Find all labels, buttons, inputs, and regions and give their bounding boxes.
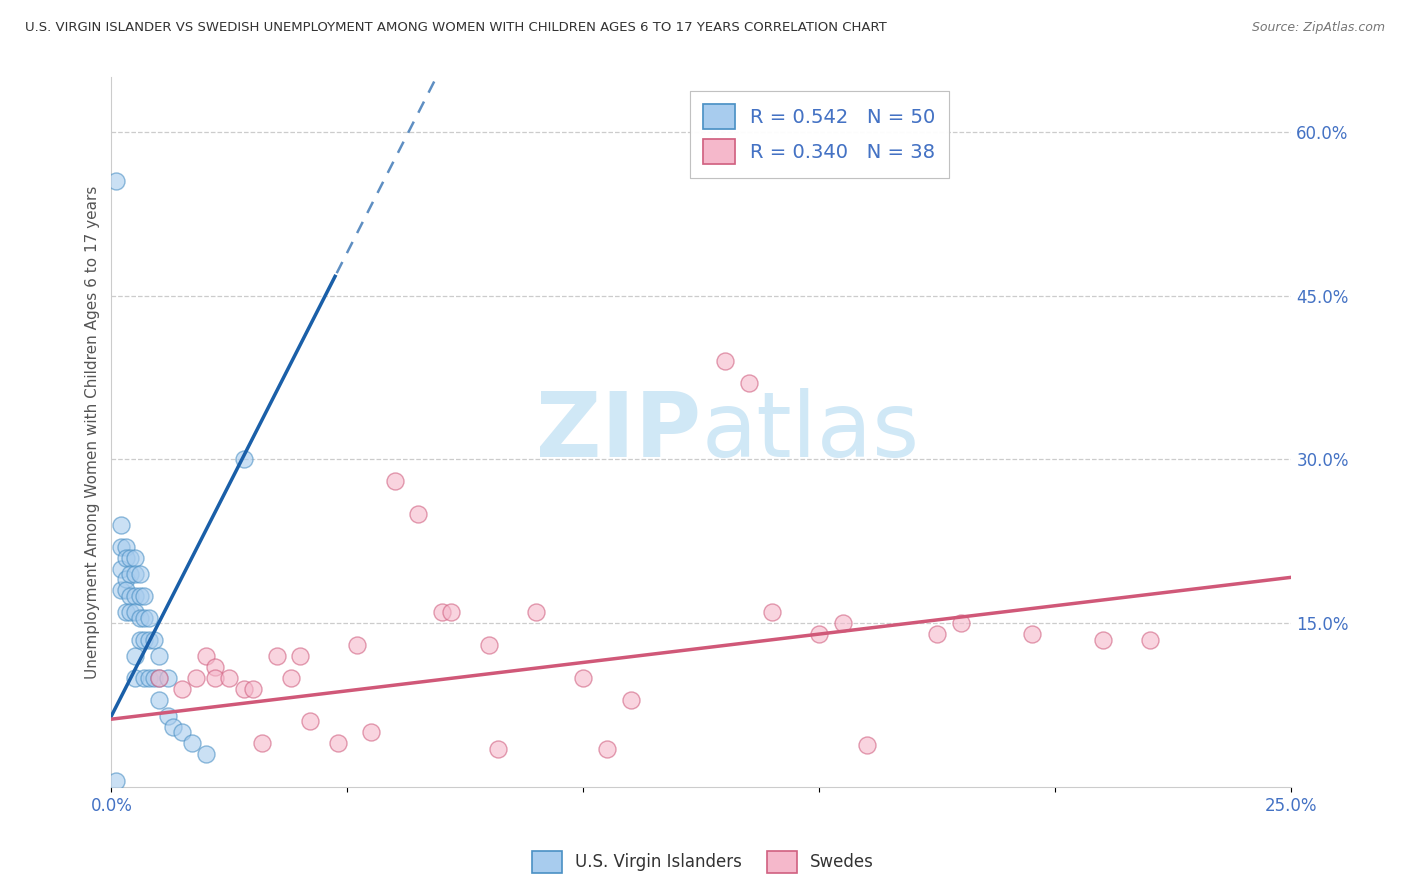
Point [326,736,349,750]
Point [105,823,128,838]
Point [180,736,202,750]
Point [110,517,132,532]
Point [596,741,619,756]
Text: atlas: atlas [702,388,920,476]
Point [114,573,136,587]
Point [124,550,146,565]
Point [148,692,170,706]
Point [761,605,783,619]
Point [110,583,132,598]
Point [252,736,274,750]
Point [204,671,226,685]
Point [440,605,463,619]
Point [855,739,877,753]
Point [1091,632,1114,647]
Point [927,627,949,641]
Point [148,671,170,685]
Point [808,627,831,641]
Point [134,632,156,647]
Y-axis label: Unemployment Among Women with Children Ages 6 to 17 years: Unemployment Among Women with Children A… [86,186,100,679]
Point [172,681,194,696]
Point [478,638,501,652]
Point [194,747,217,761]
Text: ZIP: ZIP [536,388,702,476]
Point [194,648,217,663]
Point [138,632,160,647]
Point [172,725,194,739]
Point [134,610,156,624]
Point [134,589,156,603]
Point [138,671,160,685]
Point [124,567,146,582]
Point [524,605,547,619]
Point [266,648,288,663]
Point [128,610,150,624]
Point [124,648,146,663]
Point [950,616,973,631]
Point [430,605,453,619]
Point [218,671,240,685]
Point [148,813,170,827]
Point [128,589,150,603]
Point [148,648,170,663]
Point [110,807,132,822]
Legend: U.S. Virgin Islanders, Swedes: U.S. Virgin Islanders, Swedes [524,845,882,880]
Point [280,671,302,685]
Point [120,605,142,619]
Point [572,671,595,685]
Point [714,354,737,368]
Point [406,507,429,521]
Point [162,720,184,734]
Point [832,616,855,631]
Point [114,605,136,619]
Point [114,550,136,565]
Point [120,567,142,582]
Point [124,671,146,685]
Point [120,589,142,603]
Point [114,540,136,554]
Point [124,589,146,603]
Point [204,660,226,674]
Point [110,540,132,554]
Point [105,174,128,188]
Point [142,671,165,685]
Point [105,774,128,789]
Point [186,671,208,685]
Point [110,561,132,575]
Point [157,671,180,685]
Point [290,648,312,663]
Point [204,829,226,843]
Point [360,725,382,739]
Point [232,681,254,696]
Text: Source: ZipAtlas.com: Source: ZipAtlas.com [1251,21,1385,34]
Point [128,632,150,647]
Point [138,610,160,624]
Point [346,638,368,652]
Point [120,550,142,565]
Point [242,681,264,696]
Point [1139,632,1161,647]
Legend: R = 0.542   N = 50, R = 0.340   N = 38: R = 0.542 N = 50, R = 0.340 N = 38 [690,91,949,178]
Point [124,605,146,619]
Text: U.S. VIRGIN ISLANDER VS SWEDISH UNEMPLOYMENT AMONG WOMEN WITH CHILDREN AGES 6 TO: U.S. VIRGIN ISLANDER VS SWEDISH UNEMPLOY… [25,21,887,34]
Point [128,567,150,582]
Point [148,671,170,685]
Point [232,452,254,467]
Point [384,475,406,489]
Point [1021,627,1043,641]
Point [157,709,180,723]
Point [105,802,128,816]
Point [134,671,156,685]
Point [620,692,643,706]
Point [114,583,136,598]
Point [488,741,510,756]
Point [737,376,759,390]
Point [186,823,208,838]
Point [298,714,321,729]
Point [142,632,165,647]
